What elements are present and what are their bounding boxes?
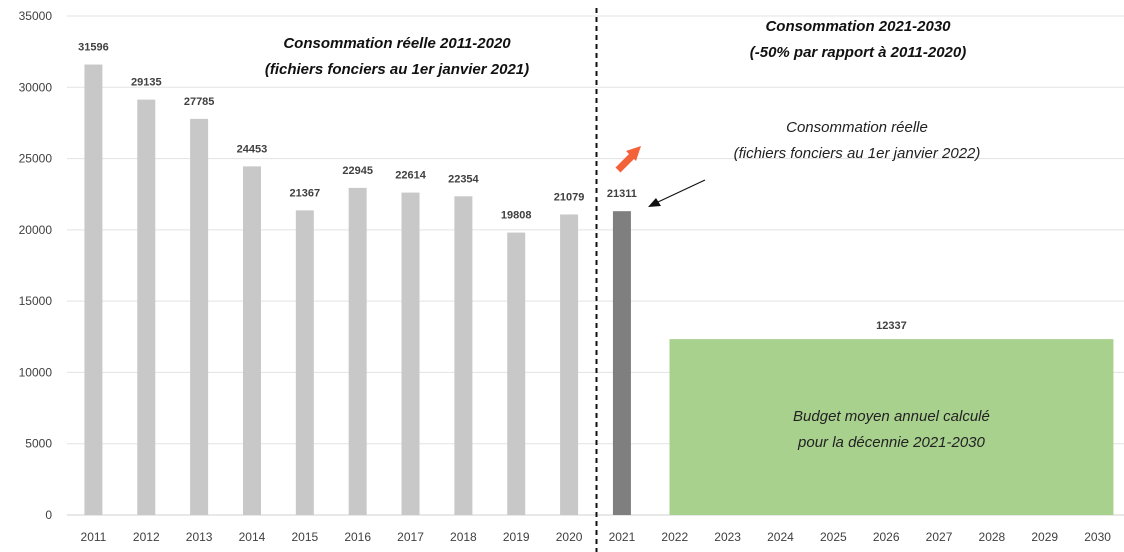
y-tick-label: 35000 bbox=[19, 9, 53, 23]
budget-label-line2: pour la décennie 2021-2030 bbox=[797, 434, 985, 451]
x-tick-label: 2011 bbox=[81, 530, 107, 544]
budget-rect bbox=[669, 339, 1114, 515]
x-tick-label: 2014 bbox=[239, 530, 266, 544]
data-label: 22945 bbox=[342, 165, 373, 177]
x-tick-label: 2025 bbox=[820, 530, 847, 544]
bar bbox=[454, 196, 473, 515]
data-label: 24453 bbox=[237, 143, 268, 155]
budget-box: 12337 Budget moyen annuel calculé pour l… bbox=[669, 320, 1114, 515]
bar bbox=[137, 99, 156, 516]
bar bbox=[295, 210, 314, 516]
right-title-line2: (-50% par rapport à 2011-2020) bbox=[750, 44, 966, 61]
x-tick-label: 2015 bbox=[291, 530, 318, 544]
data-label: 21367 bbox=[290, 187, 321, 199]
y-tick-label: 5000 bbox=[25, 437, 52, 451]
x-tick-label: 2023 bbox=[714, 530, 741, 544]
data-label: 19808 bbox=[501, 210, 532, 222]
x-tick-label: 2020 bbox=[556, 530, 583, 544]
budget-value-label: 12337 bbox=[876, 320, 907, 332]
y-tick-label: 25000 bbox=[19, 152, 53, 166]
left-title-line2: (fichiers fonciers au 1er janvier 2021) bbox=[265, 61, 529, 78]
y-tick-label: 0 bbox=[45, 508, 52, 522]
actual-annotation-line1: Consommation réelle bbox=[786, 119, 928, 136]
x-tick-label: 2017 bbox=[397, 530, 424, 544]
x-axis: 2011 2012 2013 2014 2015 2016 2017 2018 2019 2020… bbox=[81, 530, 1112, 544]
data-label: 22614 bbox=[395, 170, 426, 182]
x-tick-label: 2018 bbox=[450, 530, 477, 544]
x-tick-label: 2022 bbox=[661, 530, 688, 544]
trend-up-arrow-icon bbox=[615, 146, 641, 173]
data-label: 21311 bbox=[607, 188, 637, 200]
x-tick-label: 2027 bbox=[926, 530, 953, 544]
budget-label-line1: Budget moyen annuel calculé bbox=[793, 408, 990, 425]
y-tick-label: 10000 bbox=[19, 365, 53, 379]
bar bbox=[242, 166, 261, 515]
x-tick-label: 2021 bbox=[609, 530, 636, 544]
x-tick-label: 2030 bbox=[1084, 530, 1111, 544]
y-tick-label: 20000 bbox=[19, 223, 53, 237]
x-tick-label: 2013 bbox=[186, 530, 213, 544]
bar bbox=[401, 192, 420, 515]
data-label: 21079 bbox=[554, 191, 585, 203]
bar bbox=[348, 187, 367, 515]
actual-annotation-line2: (fichiers fonciers au 1er janvier 2022) bbox=[734, 145, 981, 162]
bars bbox=[84, 64, 631, 516]
bar bbox=[560, 214, 579, 515]
bar bbox=[190, 118, 209, 515]
left-title-line1: Consommation réelle 2011-2020 bbox=[283, 35, 511, 52]
x-tick-label: 2016 bbox=[344, 530, 371, 544]
bar bbox=[84, 64, 103, 515]
x-tick-label: 2012 bbox=[133, 530, 160, 544]
y-axis: 0 5000 10000 15000 20000 25000 30000 35000 bbox=[19, 9, 53, 522]
x-tick-label: 2019 bbox=[503, 530, 530, 544]
y-tick-label: 15000 bbox=[19, 294, 53, 308]
y-tick-label: 30000 bbox=[19, 80, 53, 94]
data-label: 27785 bbox=[184, 96, 215, 108]
right-title-line1: Consommation 2021-2030 bbox=[765, 18, 951, 35]
x-tick-label: 2028 bbox=[979, 530, 1006, 544]
x-tick-label: 2029 bbox=[1031, 530, 1058, 544]
data-label: 31596 bbox=[78, 42, 109, 54]
x-tick-label: 2026 bbox=[873, 530, 900, 544]
pointer-arrow bbox=[648, 179, 706, 207]
bar bbox=[507, 232, 526, 515]
bar bbox=[612, 211, 631, 516]
data-label: 29135 bbox=[131, 77, 162, 89]
data-label: 22354 bbox=[448, 173, 479, 185]
data-labels: 31596 29135 27785 24453 21367 22945 22614 22354… bbox=[78, 42, 637, 222]
x-tick-label: 2024 bbox=[767, 530, 794, 544]
